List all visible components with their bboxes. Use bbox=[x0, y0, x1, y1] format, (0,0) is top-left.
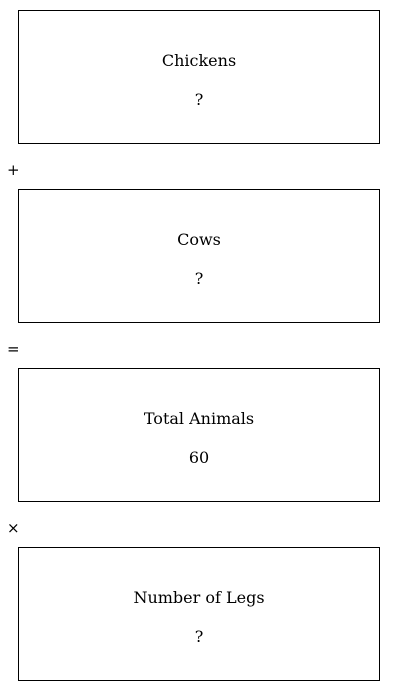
equals-operator: = bbox=[7, 340, 20, 358]
times-operator: × bbox=[7, 519, 20, 537]
chickens-value: ? bbox=[194, 90, 204, 109]
total-animals-value: 60 bbox=[188, 448, 210, 467]
number-of-legs-value: ? bbox=[194, 627, 204, 646]
total-animals-box: Total Animals 60 bbox=[18, 368, 380, 502]
chickens-box: Chickens ? bbox=[18, 10, 380, 144]
cows-box: Cows ? bbox=[18, 189, 380, 323]
cows-value: ? bbox=[194, 269, 204, 288]
number-of-legs-box: Number of Legs ? bbox=[18, 547, 380, 681]
total-animals-label: Total Animals bbox=[143, 409, 255, 428]
number-of-legs-label: Number of Legs bbox=[133, 588, 265, 607]
cows-label: Cows bbox=[177, 230, 221, 249]
chickens-label: Chickens bbox=[161, 51, 237, 70]
plus-operator: + bbox=[7, 161, 20, 179]
